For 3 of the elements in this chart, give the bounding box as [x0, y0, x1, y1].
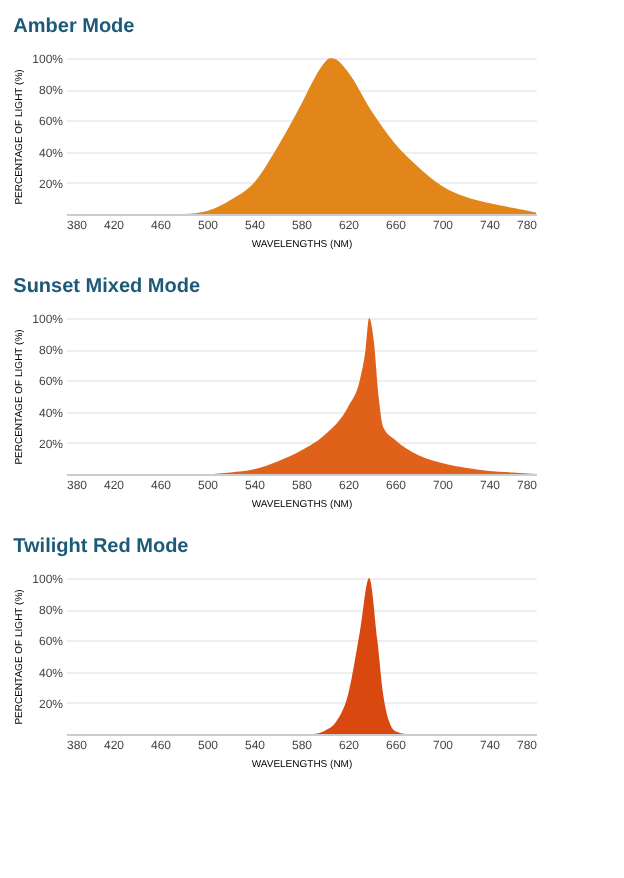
chart-title: Twilight Red Mode — [13, 536, 190, 558]
chart-title: Sunset Mixed Mode — [13, 276, 201, 298]
chart-title: Amber Mode — [13, 16, 136, 38]
